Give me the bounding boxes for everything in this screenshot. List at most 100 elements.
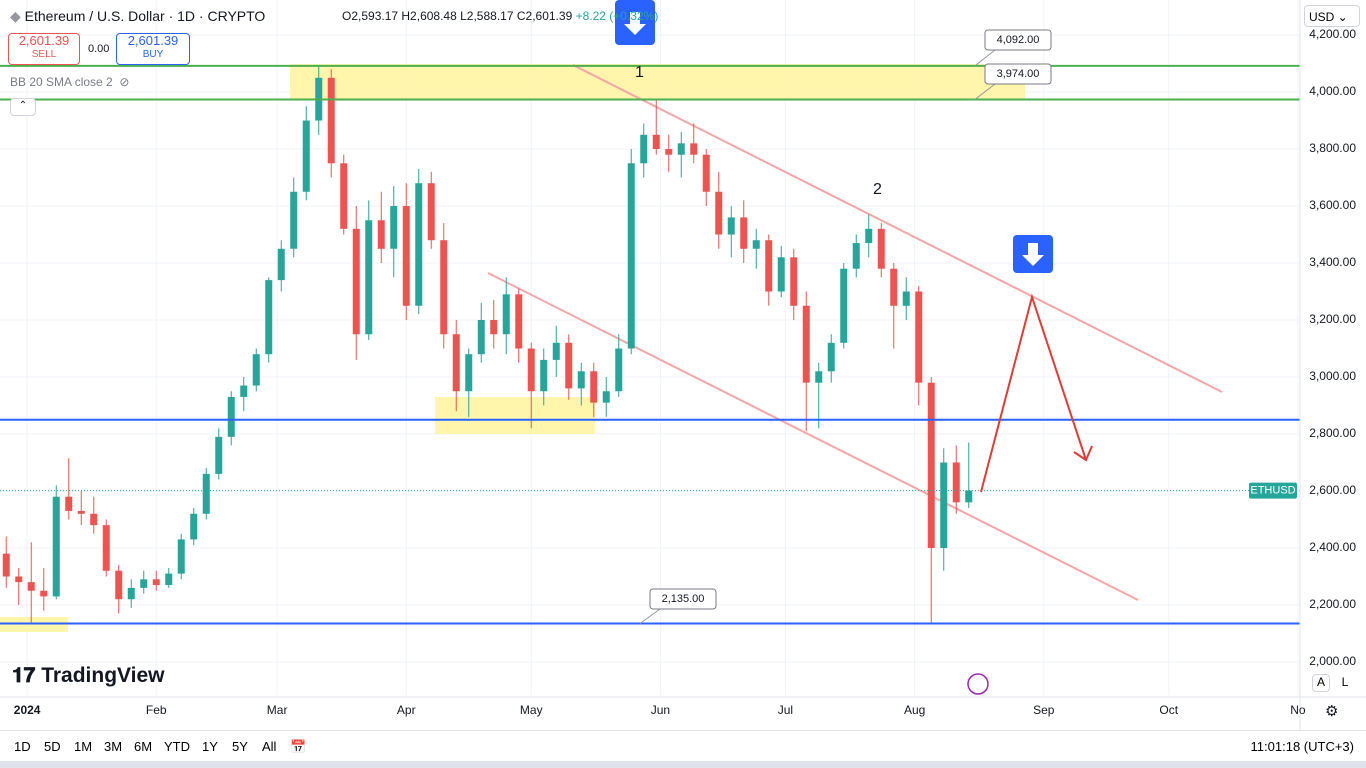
candle-body xyxy=(715,191,723,235)
drawings xyxy=(0,64,1223,632)
candle-body xyxy=(102,525,110,571)
candle-body xyxy=(540,359,548,392)
candle-body xyxy=(390,206,398,249)
event-icon xyxy=(967,673,989,695)
range-button[interactable]: 1M xyxy=(74,739,93,754)
candle-body xyxy=(265,280,273,355)
candle-body xyxy=(402,206,410,306)
candle-body xyxy=(77,510,85,514)
candle-body xyxy=(915,291,923,383)
range-button[interactable]: 5D xyxy=(44,739,61,754)
candle-body xyxy=(15,576,23,583)
candle-body xyxy=(27,582,35,591)
collapse-button[interactable]: ⌃ xyxy=(10,98,36,116)
candle-body xyxy=(477,320,485,355)
x-tick-label: Jun xyxy=(651,703,670,717)
trend-line xyxy=(572,64,1223,393)
candle-body xyxy=(552,342,560,360)
bottom-bar: 📅 11:01:18 (UTC+3) 1D 5D 1M 3M 6M YTD 1Y 5Y All xyxy=(0,730,1366,761)
currency-select[interactable]: USD ⌄ xyxy=(1304,5,1360,27)
candle-body xyxy=(565,342,573,389)
y-tick-label: 2,800.00 xyxy=(1309,426,1356,440)
candle-body xyxy=(452,334,460,392)
callout-stem xyxy=(974,83,996,100)
candle-body xyxy=(515,294,523,349)
indicator-name: BB 20 SMA close 2 xyxy=(10,75,113,89)
sell-button[interactable]: 2,601.39 SELL xyxy=(8,33,80,65)
status-strip xyxy=(0,761,1366,768)
range-button[interactable]: 6M xyxy=(134,739,153,754)
candle-body xyxy=(190,513,198,540)
candle-body xyxy=(115,570,123,600)
zone xyxy=(0,617,68,632)
auto-scale[interactable]: A xyxy=(1312,674,1330,692)
callout-stem xyxy=(974,49,996,67)
callout-label: 3,974.00 xyxy=(997,68,1040,80)
buy-label: BUY xyxy=(142,49,164,60)
candle-body xyxy=(702,154,710,192)
symbol-label: ETHUSD xyxy=(1250,484,1295,496)
sell-price: 2,601.39 xyxy=(18,33,70,48)
callout-box xyxy=(649,588,717,610)
candle-body xyxy=(465,354,473,392)
callout-box xyxy=(984,29,1052,51)
candle-body xyxy=(877,228,885,269)
candle-body xyxy=(490,320,498,335)
range-button[interactable]: 1D xyxy=(14,739,31,754)
range-button[interactable]: 1Y xyxy=(202,739,218,754)
candle-body xyxy=(602,391,610,403)
log-scale[interactable]: L xyxy=(1336,674,1354,692)
x-tick-label: No xyxy=(1290,703,1306,717)
candle-body xyxy=(240,385,248,397)
candle-body xyxy=(202,473,210,514)
x-tick-label: Aug xyxy=(904,703,925,717)
y-tick-label: 3,800.00 xyxy=(1309,141,1356,155)
settings[interactable]: ⚙ xyxy=(1325,703,1339,720)
sell-icon-arrow xyxy=(1022,243,1044,266)
candle-body xyxy=(927,382,935,548)
x-tick-label: Apr xyxy=(397,703,416,717)
change: +8.22 (+0.32%) xyxy=(575,9,659,23)
zone xyxy=(290,64,1025,100)
range-button[interactable]: 3M xyxy=(104,739,123,754)
spread: 0.00 xyxy=(88,43,110,55)
candle-body xyxy=(290,191,298,249)
y-tick-label: 4,000.00 xyxy=(1309,84,1356,98)
y-tick-label: 2,000.00 xyxy=(1309,654,1356,668)
callout-label: 2,135.00 xyxy=(662,593,705,605)
candle-body xyxy=(727,217,735,235)
high: H2,608.48 xyxy=(401,9,457,23)
indicator[interactable]: BB 20 SMA close 2 ⊘ xyxy=(10,75,130,89)
range-button[interactable]: 5Y xyxy=(232,739,248,754)
candle-body xyxy=(127,587,135,600)
candle-body xyxy=(440,240,448,335)
y-tick-label: 3,400.00 xyxy=(1309,255,1356,269)
logo-text: TradingView xyxy=(41,664,165,687)
candle-body xyxy=(365,220,373,335)
candle-body xyxy=(302,120,310,192)
x-tick-label: Jul xyxy=(778,703,793,717)
date-range[interactable]: 📅 xyxy=(290,739,307,754)
candle-body xyxy=(865,228,873,244)
forecast xyxy=(615,0,1093,695)
buy-price: 2,601.39 xyxy=(127,33,179,48)
buy-button[interactable]: 2,601.39 BUY xyxy=(116,33,190,65)
ohlc: O2,593.17 H2,608.48 L2,588.17 C2,601.39 … xyxy=(342,9,658,23)
range-button[interactable]: All xyxy=(262,739,277,754)
x-tick-label: Sep xyxy=(1033,703,1055,717)
candle-body xyxy=(340,163,348,229)
annotation: 2 xyxy=(873,181,882,198)
candle-body xyxy=(590,371,598,403)
arrow-head xyxy=(1073,445,1093,462)
candle-body xyxy=(52,496,60,597)
trend-line xyxy=(487,272,1139,601)
callout-label: 4,092.00 xyxy=(997,34,1040,46)
candle-body xyxy=(415,183,423,306)
range-button[interactable]: YTD xyxy=(164,739,190,754)
candle-body xyxy=(90,513,98,526)
y-tick-label: 2,600.00 xyxy=(1309,483,1356,497)
candle-body xyxy=(140,579,148,588)
title: Ethereum / U.S. Dollar · 1D · CRYPTO xyxy=(24,8,266,24)
x-tick-label: Feb xyxy=(146,703,167,717)
